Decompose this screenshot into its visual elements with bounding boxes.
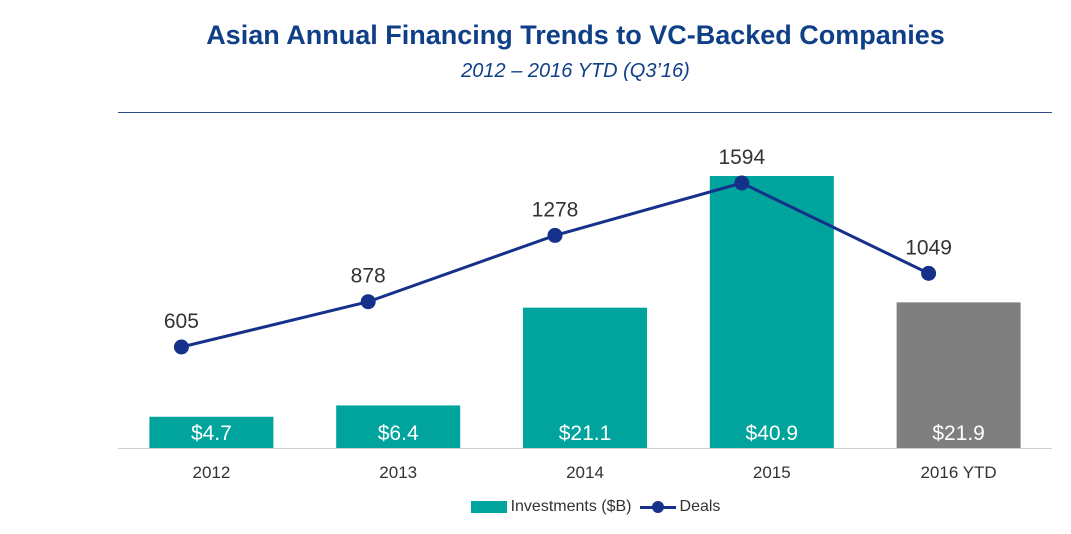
x-tick-label: 2013: [379, 463, 417, 482]
deals-value-label: 1278: [532, 198, 579, 221]
bar-value-label: $21.9: [932, 422, 985, 445]
bar-value-label: $6.4: [378, 422, 419, 445]
bar-2015: [709, 176, 834, 448]
deals-point: [921, 265, 937, 281]
deals-point: [173, 339, 189, 355]
deals-point: [547, 227, 563, 243]
x-tick-label: 2012: [192, 463, 230, 482]
bar-2012: [149, 416, 274, 448]
legend-label-deals: Deals: [679, 498, 721, 515]
legend-label-investments: Investments ($B): [510, 498, 632, 515]
x-tick-label: 2014: [566, 463, 604, 482]
x-tick-label: 2016 YTD: [920, 463, 996, 482]
bar-2016-ytd: [896, 302, 1021, 448]
bar-value-label: $4.7: [191, 422, 232, 445]
deals-point: [734, 175, 750, 191]
legend-bar-swatch: [470, 501, 507, 513]
title-divider: [118, 112, 1052, 113]
bar-2014: [523, 307, 647, 448]
deals-value-label: 878: [351, 265, 386, 288]
chart-subtitle: 2012 – 2016 YTD (Q3’16): [461, 60, 690, 82]
bar-2013: [336, 405, 461, 448]
legend-item-deals: Deals: [639, 498, 721, 516]
bar-value-label: $40.9: [746, 422, 799, 445]
x-tick-label: 2015: [753, 463, 791, 482]
deals-value-label: 605: [164, 310, 199, 333]
legend-item-investments: Investments ($B): [470, 498, 632, 516]
legend-line-swatch: [639, 501, 676, 513]
deals-value-label: 1049: [905, 236, 952, 259]
chart-title: Asian Annual Financing Trends to VC-Back…: [206, 20, 945, 50]
deals-point: [360, 294, 376, 310]
deals-value-label: 1594: [718, 146, 765, 169]
bar-value-label: $21.1: [559, 422, 612, 445]
chart-legend: Investments ($B) Deals: [120, 498, 1071, 516]
